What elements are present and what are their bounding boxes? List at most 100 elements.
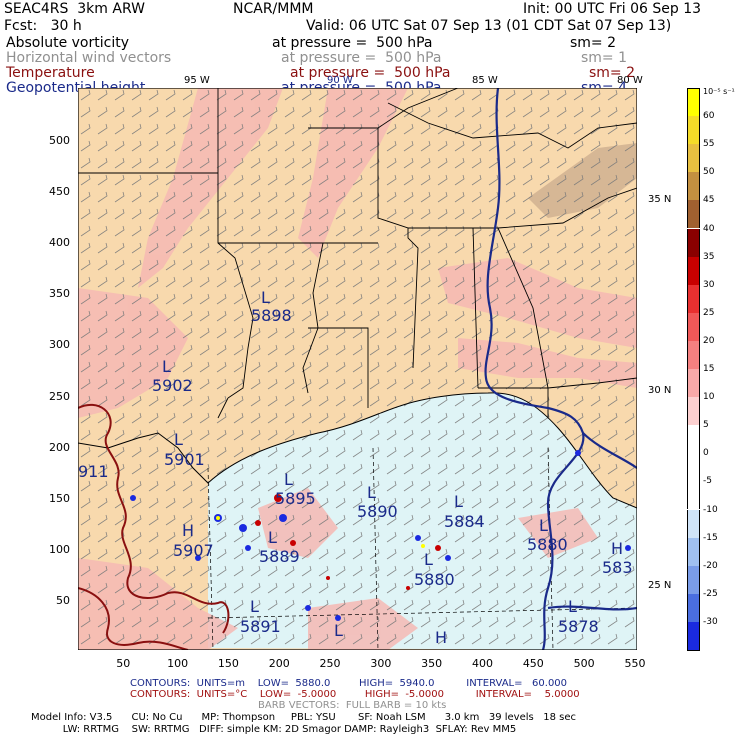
- colorbar-label: -15: [703, 532, 718, 543]
- x-tick-label: 100: [167, 657, 189, 670]
- y-tick-label: 500: [49, 134, 70, 148]
- height-value: 5891: [240, 617, 281, 636]
- height-label-L: L: [268, 528, 277, 547]
- colorbar-label: 15: [703, 364, 715, 374]
- colorbar-swatch: [687, 481, 700, 510]
- forecast-hour: Fcst: 30 h: [4, 18, 82, 34]
- colorbar-swatch: [687, 116, 700, 145]
- lon-label-90w: 90 W: [327, 75, 353, 86]
- footer-temperature-contours: CONTOURS: UNITS=°C LOW= -5.0000 HIGH= -5…: [130, 689, 580, 700]
- model-title: SEAC4RS 3km ARW: [4, 1, 145, 17]
- valid-time: Valid: 06 UTC Sat 07 Sep 13 (01 CDT Sat …: [306, 18, 672, 34]
- x-tick-label: 450: [522, 657, 544, 670]
- colorbar-swatch: [687, 200, 700, 229]
- y-tick-label: 200: [49, 440, 70, 454]
- convective-cells: [130, 450, 631, 621]
- height-label-H: H: [435, 628, 447, 647]
- colorbar-label: 40: [703, 223, 715, 234]
- colorbar-swatch: [687, 565, 700, 594]
- height-value: 5901: [164, 450, 205, 469]
- state-boundaries: [78, 88, 637, 419]
- height-label-H: H: [182, 521, 194, 540]
- colorbar-label: 35: [703, 251, 715, 262]
- x-tick-label: 150: [217, 657, 239, 670]
- init-time: Init: 00 UTC Fri 06 Sep 13: [523, 1, 702, 17]
- colorbar-label: 10: [703, 392, 715, 403]
- x-tick-label: 350: [421, 657, 443, 670]
- colorbar-label: 20: [703, 335, 715, 346]
- height-value: 5902: [152, 376, 193, 395]
- x-tick-label: 500: [573, 657, 595, 670]
- height-value: 5880: [414, 570, 455, 589]
- colorbar-label: -10: [703, 504, 718, 515]
- colorbar-label: 30: [703, 279, 715, 290]
- height-value: 5898: [251, 306, 292, 325]
- footer-barb-vectors: BARB VECTORS: FULL BARB = 10 kts: [258, 700, 447, 711]
- field-sm-wind: sm= 1: [581, 50, 628, 66]
- lat-label-35n: 35 N: [648, 194, 672, 205]
- y-tick-label: 50: [56, 593, 70, 607]
- y-tick-label: 300: [49, 338, 70, 352]
- lon-label-95w: 95 W: [184, 75, 210, 86]
- field-sm-temperature: sm= 2: [589, 65, 636, 81]
- field-sm-vorticity: sm= 2: [570, 35, 617, 51]
- lon-label-80w: 80 W: [617, 75, 643, 86]
- colorbar-label: 60: [703, 111, 715, 122]
- field-name-vorticity: Absolute vorticity: [6, 35, 129, 51]
- footer-model-physics: LW: RRTMG SW: RRTMG DIFF: simple KM: 2D …: [31, 724, 517, 735]
- height-value: 911: [78, 462, 109, 481]
- y-tick-label: 400: [49, 236, 70, 250]
- colorbar-label: 0: [703, 448, 709, 459]
- footer-model-info: Model Info: V3.5 CU: No Cu MP: Thompson …: [31, 712, 577, 723]
- footer-height-contours: CONTOURS: UNITS=m LOW= 5880.0 HIGH= 5940…: [130, 678, 568, 689]
- field-name-temperature: Temperature: [6, 65, 95, 81]
- x-tick-label: 250: [319, 657, 341, 670]
- colorbar-swatch: [687, 312, 700, 341]
- temperature-contour: [78, 587, 189, 650]
- height-value: 5890: [357, 502, 398, 521]
- height-labels: L 5898 L 5902 L 5901 911 L 5895 L 5890 L…: [78, 288, 633, 647]
- height-value: 5878: [558, 617, 599, 636]
- colorbar-swatch: [687, 425, 700, 454]
- y-tick-label: 450: [49, 185, 70, 199]
- colorbar-label: -25: [703, 588, 718, 599]
- y-tick-label: 350: [49, 287, 70, 301]
- colorbar-units: 10⁻⁵ s⁻¹: [703, 87, 735, 96]
- colorbar-label: -20: [703, 560, 718, 571]
- lon-label-85w: 85 W: [472, 75, 498, 86]
- colorbar-label: 5: [703, 420, 709, 431]
- height-label-L: L: [174, 430, 183, 449]
- y-tick-label: 100: [49, 542, 70, 556]
- field-name-wind: Horizontal wind vectors: [6, 50, 172, 66]
- height-value: 5889: [259, 547, 300, 566]
- height-label-L: L: [162, 357, 171, 376]
- colorbar-swatch: [687, 256, 700, 285]
- colorbar-swatch: [687, 537, 700, 566]
- lat-label-30n: 30 N: [648, 385, 672, 396]
- lat-label-25n: 25 N: [648, 580, 672, 591]
- height-label-L: L: [334, 621, 343, 640]
- height-contour: [547, 605, 637, 611]
- x-tick-label: 200: [268, 657, 290, 670]
- height-contour: [582, 432, 637, 469]
- height-label-L: L: [568, 597, 577, 616]
- height-value: 5880: [527, 535, 568, 554]
- field-pressure-wind: at pressure = 500 hPa: [281, 50, 442, 66]
- height-label-L: L: [261, 288, 270, 307]
- height-label-L: L: [250, 597, 259, 616]
- colorbar-swatch: [687, 453, 700, 482]
- y-tick-label: 150: [49, 491, 70, 505]
- x-tick-label: 300: [370, 657, 392, 670]
- height-label-L: L: [367, 483, 376, 502]
- colorbar-swatch: [687, 88, 700, 118]
- colorbar-swatch: [687, 340, 700, 369]
- colorbar-swatch: [687, 509, 700, 538]
- height-value: 583: [602, 558, 633, 577]
- y-tick-label: 250: [49, 389, 70, 403]
- wind-barbs: [78, 88, 637, 650]
- colorbar-swatch: [687, 144, 700, 173]
- colorbar-swatch: [687, 397, 700, 426]
- colorbar-label: -5: [703, 476, 712, 487]
- height-contour-5880: [484, 88, 585, 650]
- colorbar-swatch: [687, 172, 700, 201]
